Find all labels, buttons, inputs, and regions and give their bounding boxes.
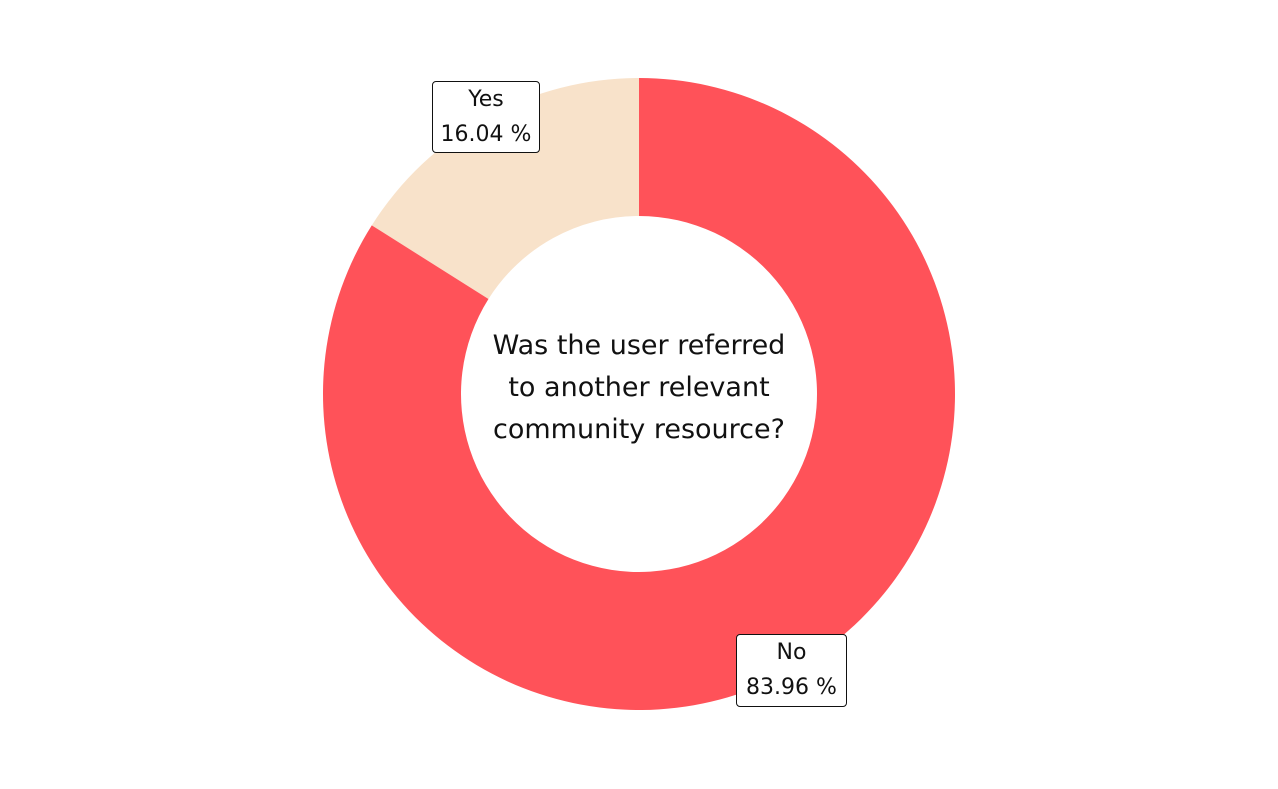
slice-label-yes-name: Yes [468,87,504,112]
slice-label-yes: Yes 16.04 % [432,81,540,153]
slice-label-yes-value: 16.04 % [440,122,532,147]
chart-title-line-3: community resource? [493,414,785,445]
slice-label-no: No 83.96 % [736,634,847,707]
slice-label-no-name: No [776,640,807,665]
slice-label-no-value: 83.96 % [746,675,837,700]
chart-title-line-1: Was the user referred [492,330,786,361]
slice-no [323,78,956,710]
chart-title: Was the user referred to another relevan… [469,325,809,451]
donut-slices [323,78,956,710]
chart-title-line-2: to another relevant [508,372,770,403]
slice-yes [371,78,639,300]
